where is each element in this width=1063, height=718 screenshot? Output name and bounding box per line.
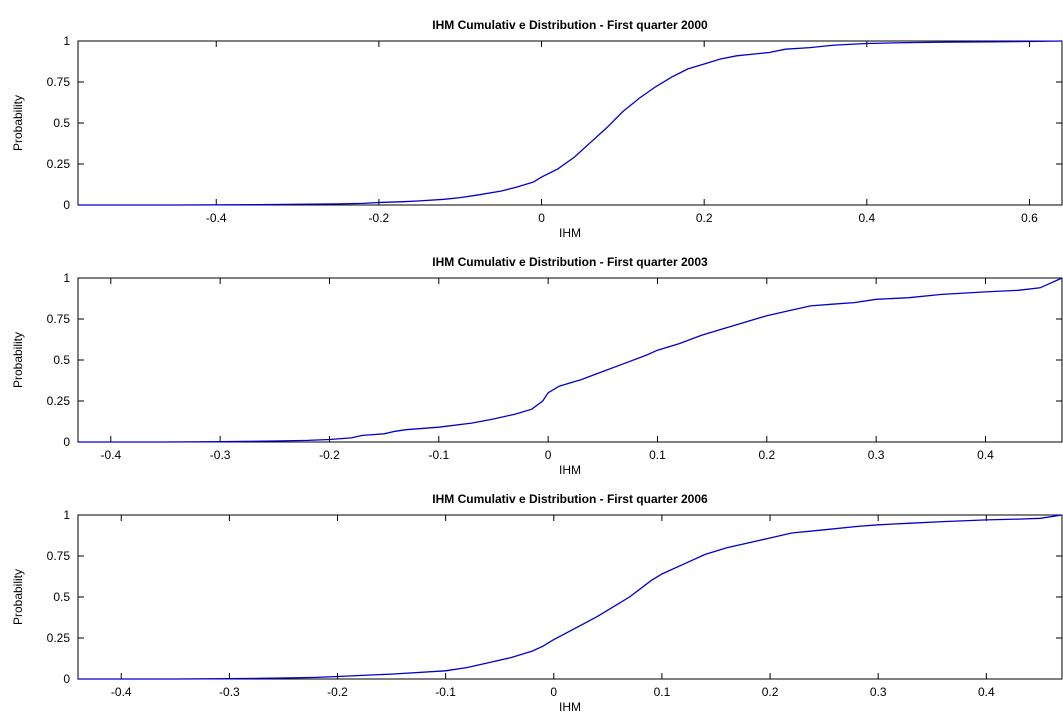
x-tick-label: -0.2: [319, 448, 340, 462]
x-tick-label: -0.3: [210, 448, 231, 462]
y-tick-label: 0.5: [53, 116, 70, 130]
y-tick-label: 1: [63, 34, 70, 48]
x-tick-label: -0.4: [100, 448, 121, 462]
x-tick-label: -0.2: [369, 211, 390, 225]
chart-panel-3: IHM Cumulativ e Distribution - First qua…: [11, 492, 1063, 714]
x-tick-label: -0.4: [206, 211, 227, 225]
x-tick-label: 0.3: [870, 685, 887, 699]
x-tick-label: 0: [550, 685, 557, 699]
chart-panel-2: IHM Cumulativ e Distribution - First qua…: [11, 255, 1063, 477]
chart-panel-1: IHM Cumulativ e Distribution - First qua…: [11, 18, 1063, 240]
plot-frame: [77, 514, 1063, 680]
x-tick-label: -0.4: [111, 685, 132, 699]
cdf-series-line: [78, 277, 1063, 443]
y-axis-label: Probability: [11, 332, 25, 388]
y-axis-label: Probability: [11, 95, 25, 151]
x-tick-label: 0.4: [978, 685, 995, 699]
y-axis-label: Probability: [11, 569, 25, 625]
x-axis-label: IHM: [559, 226, 581, 240]
x-tick-label: 0.2: [696, 211, 713, 225]
x-tick-label: 0: [545, 448, 552, 462]
x-tick-label: 0.3: [868, 448, 885, 462]
y-tick-label: 0.25: [47, 631, 71, 645]
y-tick-label: 1: [63, 271, 70, 285]
x-tick-label: 0.1: [654, 685, 671, 699]
x-axis-label: IHM: [559, 700, 581, 714]
y-tick-label: 0.5: [53, 590, 70, 604]
y-tick-label: 0: [63, 435, 70, 449]
cdf-series-line: [78, 40, 1063, 206]
x-tick-label: -0.1: [435, 685, 456, 699]
chart-title: IHM Cumulativ e Distribution - First qua…: [432, 255, 708, 269]
y-tick-label: 0.75: [47, 75, 71, 89]
y-tick-label: 0.25: [47, 157, 71, 171]
cdf-series-line: [78, 514, 1063, 680]
y-tick-label: 0: [63, 198, 70, 212]
y-tick-label: 0.25: [47, 394, 71, 408]
y-tick-label: 1: [63, 508, 70, 522]
x-tick-label: 0.4: [858, 211, 875, 225]
x-tick-label: 0.4: [977, 448, 994, 462]
x-tick-label: 0.6: [1021, 211, 1038, 225]
x-tick-label: -0.1: [428, 448, 449, 462]
y-tick-label: 0.75: [47, 312, 71, 326]
y-tick-label: 0.75: [47, 549, 71, 563]
plot-frame: [77, 40, 1063, 206]
y-tick-label: 0.5: [53, 353, 70, 367]
x-axis-label: IHM: [559, 463, 581, 477]
x-tick-label: 0: [538, 211, 545, 225]
y-tick-label: 0: [63, 672, 70, 686]
x-tick-label: -0.2: [327, 685, 348, 699]
chart-title: IHM Cumulativ e Distribution - First qua…: [432, 18, 708, 32]
chart-panels: IHM Cumulativ e Distribution - First qua…: [11, 18, 1063, 714]
chart-title: IHM Cumulativ e Distribution - First qua…: [432, 492, 708, 506]
x-tick-label: 0.2: [758, 448, 775, 462]
x-tick-label: 0.2: [762, 685, 779, 699]
plot-frame: [77, 277, 1063, 443]
x-tick-label: -0.3: [219, 685, 240, 699]
x-tick-label: 0.1: [649, 448, 666, 462]
